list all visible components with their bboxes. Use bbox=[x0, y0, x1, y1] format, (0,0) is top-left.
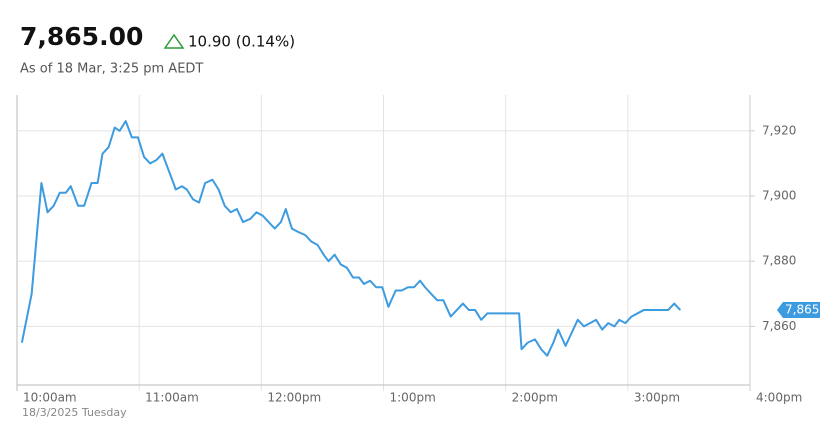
y-tick-label: 7,860 bbox=[762, 319, 796, 333]
x-tick-label: 10:00am bbox=[23, 391, 77, 405]
y-tick-label: 7,900 bbox=[762, 189, 796, 203]
x-tick-label: 4:00pm bbox=[756, 391, 802, 405]
last-value-tag bbox=[777, 302, 820, 319]
y-tick-label: 7,920 bbox=[762, 123, 796, 137]
as-of: As of 18 Mar, 3:25 pm AEDT bbox=[20, 62, 203, 77]
price-line bbox=[20, 120, 682, 357]
x-tick-label: 2:00pm bbox=[512, 391, 558, 405]
x-tick-label: 3:00pm bbox=[634, 391, 680, 405]
y-tick-label: 7,880 bbox=[762, 254, 796, 268]
x-tick-label: 11:00am bbox=[145, 391, 199, 405]
x-tick-label: 12:00pm bbox=[267, 391, 321, 405]
x-sublabel: 18/3/2025 Tuesday bbox=[22, 406, 127, 419]
price: 7,865.00 bbox=[20, 22, 143, 51]
x-tick-label: 1:00pm bbox=[390, 391, 436, 405]
up-arrow bbox=[163, 33, 185, 49]
change: 10.90 (0.14%) bbox=[188, 33, 295, 51]
last-value-label: 7,865 bbox=[785, 303, 819, 317]
